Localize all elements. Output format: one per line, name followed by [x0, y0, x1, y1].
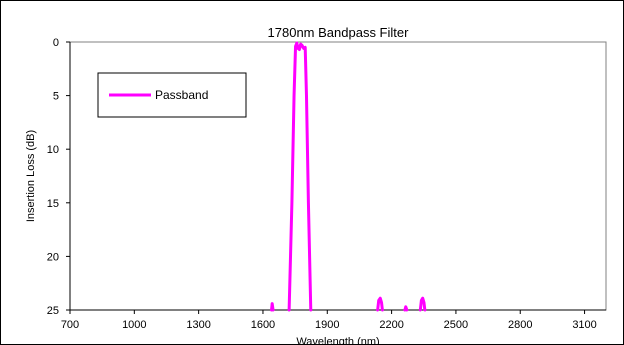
- x-axis-title: Wavelength (nm): [296, 336, 379, 344]
- y-tick-label: 25: [47, 305, 59, 317]
- series-line-passband: [418, 296, 427, 312]
- y-tick-label: 15: [47, 198, 59, 210]
- x-tick-label: 1000: [122, 319, 146, 331]
- series-line-passband: [376, 296, 384, 312]
- x-tick-label: 2200: [379, 319, 403, 331]
- chart-title: 1780nm Bandpass Filter: [268, 25, 410, 40]
- y-tick-label: 0: [53, 37, 59, 49]
- x-tick-label: 700: [61, 319, 79, 331]
- x-tick-label: 2500: [444, 319, 468, 331]
- x-tick-label: 3100: [572, 319, 596, 331]
- y-axis-title: Insertion Loss (dB): [25, 130, 37, 222]
- series-line-passband: [270, 302, 275, 312]
- legend-label-passband: Passband: [155, 88, 208, 102]
- x-tick-label: 1900: [315, 319, 339, 331]
- y-tick-label: 5: [53, 91, 59, 103]
- y-tick-label: 20: [47, 251, 59, 263]
- x-tick-label: 1600: [251, 319, 275, 331]
- series-line-passband: [287, 41, 313, 312]
- y-tick-label: 10: [47, 144, 59, 156]
- x-tick-label: 1300: [186, 319, 210, 331]
- series-line-passband: [403, 305, 409, 312]
- x-tick-label: 2800: [508, 319, 532, 331]
